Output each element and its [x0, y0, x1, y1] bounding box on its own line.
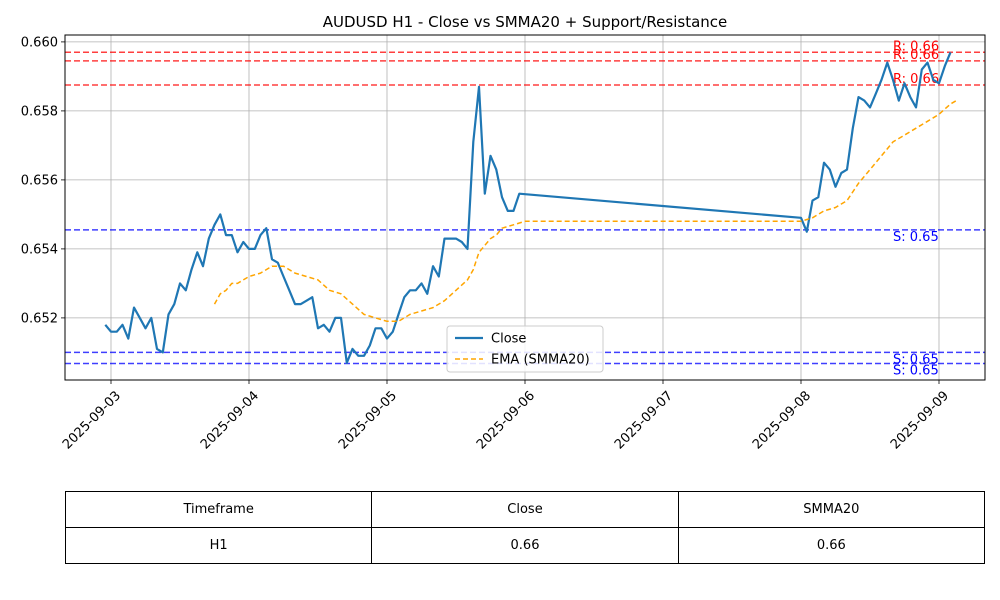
- table-cell: 0.66: [371, 527, 679, 564]
- table-cell: H1: [64, 527, 373, 564]
- table-header-cell: SMMA20: [677, 491, 986, 528]
- y-tick-label: 0.652: [21, 311, 58, 326]
- series-lines: [104, 51, 957, 364]
- y-tick-label: 0.654: [21, 242, 58, 257]
- y-tick-label: 0.656: [21, 173, 58, 188]
- summary-table: Timeframe Close SMMA20 H1 0.66 0.66: [64, 491, 986, 564]
- x-tick-label: 2025-09-05: [336, 388, 400, 452]
- legend-label: Close: [491, 332, 526, 347]
- x-tick-label: 2025-09-08: [750, 388, 814, 452]
- legend-box: [446, 325, 604, 373]
- x-tick-label: 2025-09-09: [888, 388, 952, 452]
- chart: AUDUSD H1 - Close vs SMMA20 + Support/Re…: [21, 13, 986, 452]
- legend-label: EMA (SMMA20): [491, 353, 590, 368]
- legend: Close EMA (SMMA20): [446, 325, 604, 373]
- x-tick-label: 2025-09-04: [198, 388, 262, 452]
- support-label: S: 0.65: [893, 363, 939, 378]
- table-cell: 0.66: [677, 527, 986, 564]
- series-line-close: [104, 51, 952, 364]
- series-line-smma20: [213, 99, 957, 323]
- grid: [65, 35, 985, 380]
- support-label: S: 0.65: [893, 230, 939, 245]
- x-tick-label: 2025-09-06: [474, 388, 538, 452]
- x-tick-label: 2025-09-03: [60, 388, 124, 452]
- resistance-label: R: 0.66: [893, 48, 939, 63]
- resistance-label: R: 0.66: [893, 39, 939, 54]
- table-header-row: Timeframe Close SMMA20: [64, 491, 986, 528]
- table-header-cell: Close: [371, 491, 679, 528]
- y-tick-label: 0.658: [21, 104, 58, 119]
- support-resistance-levels: R: 0.66R: 0.66R: 0.66S: 0.65S: 0.65S: 0.…: [65, 39, 985, 378]
- table-header-cell: Timeframe: [64, 491, 373, 528]
- table-row: H1 0.66 0.66: [64, 527, 986, 564]
- chart-title: AUDUSD H1 - Close vs SMMA20 + Support/Re…: [323, 13, 728, 31]
- x-tick-label: 2025-09-07: [612, 388, 676, 452]
- y-tick-label: 0.660: [21, 35, 58, 50]
